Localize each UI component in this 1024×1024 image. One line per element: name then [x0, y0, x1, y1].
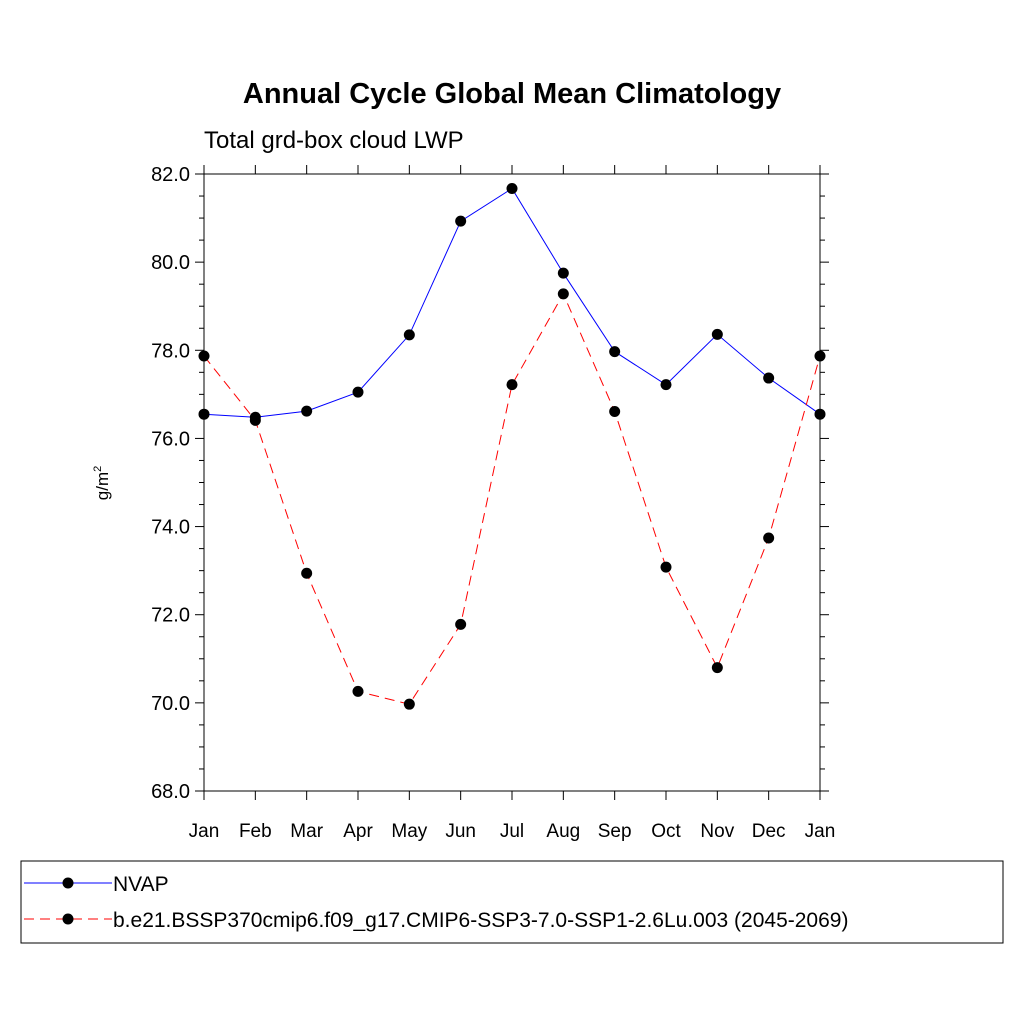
chart-title: Annual Cycle Global Mean Climatology	[243, 78, 781, 110]
y-tick-label: 74.0	[151, 517, 190, 539]
y-tick-label: 80.0	[151, 252, 190, 274]
x-tick-label: Apr	[343, 821, 373, 842]
y-tick-label: 70.0	[151, 693, 190, 715]
x-tick-label: Dec	[752, 821, 786, 842]
y-tick-label: 72.0	[151, 605, 190, 627]
data-point	[814, 408, 826, 420]
x-tick-label: Jan	[189, 821, 220, 842]
data-point	[660, 379, 672, 391]
data-point	[711, 328, 723, 340]
data-point	[301, 567, 313, 579]
data-point	[198, 408, 210, 420]
legend-label-nvap: NVAP	[113, 873, 169, 896]
data-point	[403, 329, 415, 341]
data-point	[506, 183, 518, 195]
data-point	[403, 698, 415, 710]
data-point	[352, 386, 364, 398]
plot-frame	[203, 173, 821, 792]
y-tick-label: 82.0	[151, 164, 190, 186]
data-point	[557, 267, 569, 279]
legend: NVAP b.e21.BSSP370cmip6.f09_g17.CMIP6-SS…	[20, 860, 1004, 944]
data-point	[711, 662, 723, 674]
series-line-1	[203, 292, 821, 705]
legend-marker-nvap	[62, 877, 74, 889]
data-point	[660, 561, 672, 573]
x-axis: Jan Feb Mar Apr May Jun Jul Aug Sep Oct Nov Dec Jan	[189, 165, 836, 842]
y-tick-label: 78.0	[151, 340, 190, 362]
x-tick-label: Oct	[651, 821, 681, 842]
chart-subtitle: Total grd-box cloud LWP	[204, 127, 464, 154]
x-tick-label: Feb	[239, 821, 272, 842]
x-tick-label: Jan	[805, 821, 836, 842]
data-point	[763, 532, 775, 544]
data-point	[609, 406, 621, 418]
data-point	[609, 346, 621, 358]
x-tick-label: Sep	[598, 821, 632, 842]
data-point	[198, 350, 210, 362]
legend-label-model: b.e21.BSSP370cmip6.f09_g17.CMIP6-SSP3-7.…	[113, 909, 848, 932]
legend-marker-model	[62, 913, 74, 925]
data-point	[301, 405, 313, 417]
x-tick-label: Aug	[546, 821, 580, 842]
y-axis-label: g/m2	[92, 466, 112, 500]
y-axis: 68.0 70.0 72.0 74.0 76.0 78.0 80.0 82.0	[151, 164, 829, 803]
axes	[203, 173, 821, 792]
x-tick-label: Jul	[500, 821, 524, 842]
series-layer	[198, 183, 826, 710]
x-tick-label: Mar	[290, 821, 323, 842]
y-tick-label: 76.0	[151, 428, 190, 450]
x-tick-label: May	[391, 821, 427, 842]
data-point	[557, 288, 569, 300]
y-tick-label: 68.0	[151, 781, 190, 803]
data-point	[506, 379, 518, 391]
y-axis-label-base: g/m	[93, 472, 112, 500]
data-point	[455, 618, 467, 630]
x-tick-label: Jun	[445, 821, 476, 842]
data-point	[249, 414, 261, 426]
data-point	[814, 350, 826, 362]
x-tick-label: Nov	[700, 821, 734, 842]
legend-frame	[20, 860, 1004, 944]
data-point	[352, 685, 364, 697]
data-point	[763, 372, 775, 384]
y-axis-label-exponent: 2	[92, 466, 104, 472]
data-point	[455, 215, 467, 227]
